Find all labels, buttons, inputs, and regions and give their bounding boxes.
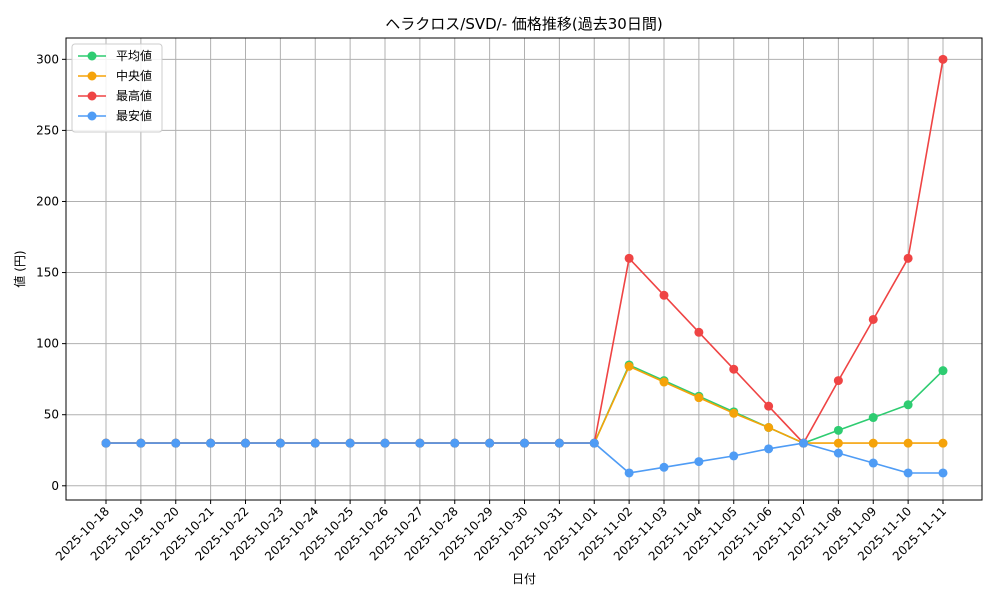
data-point <box>833 438 843 448</box>
data-point <box>241 438 250 448</box>
y-tick-label: 100 <box>36 337 59 351</box>
data-point <box>275 438 285 448</box>
data-point <box>903 468 913 478</box>
data-point <box>938 438 948 448</box>
data-point <box>206 438 216 448</box>
data-point <box>868 413 878 423</box>
chart-title: ヘラクロス/SVD/- 価格推移(過去30日間) <box>385 15 662 33</box>
legend-label: 最安値 <box>116 108 152 123</box>
legend-label: 最高値 <box>116 88 152 103</box>
data-point <box>136 438 146 448</box>
data-point <box>868 314 878 324</box>
y-tick-label: 150 <box>36 266 59 280</box>
legend-box <box>71 43 163 133</box>
data-point <box>764 444 774 454</box>
data-point <box>485 438 495 448</box>
legend-swatch-marker <box>87 111 97 121</box>
data-point <box>833 448 843 458</box>
legend-item: 最高値 <box>78 88 152 103</box>
data-point <box>415 438 425 448</box>
series-group <box>101 54 948 478</box>
y-tick-label: 250 <box>36 123 59 137</box>
series-3 <box>101 438 948 478</box>
legend-item: 最安値 <box>78 108 152 123</box>
data-point <box>624 253 634 263</box>
data-point <box>833 376 843 386</box>
data-point <box>589 438 599 448</box>
legend-swatch-marker <box>87 71 97 81</box>
x-axis-label: 日付 <box>512 572 536 586</box>
data-point <box>729 364 739 374</box>
data-point <box>554 438 564 448</box>
legend-swatch-marker <box>87 51 97 61</box>
y-tick-label: 0 <box>51 479 59 493</box>
data-point <box>903 438 913 448</box>
grid-lines <box>66 38 982 500</box>
data-point <box>345 438 355 448</box>
y-axis-label: 値 (円) <box>12 250 27 287</box>
data-point <box>868 438 878 448</box>
data-point <box>694 393 704 403</box>
legend-item: 中央値 <box>78 68 152 83</box>
data-point <box>903 400 913 410</box>
data-point <box>764 401 774 411</box>
y-tick-label: 50 <box>44 408 59 422</box>
data-point <box>101 438 111 448</box>
data-point <box>938 366 948 376</box>
data-point <box>659 290 669 300</box>
data-point <box>764 423 774 433</box>
legend-swatch-marker <box>87 91 97 101</box>
data-point <box>624 361 634 371</box>
data-point <box>729 408 739 418</box>
legend-item: 平均値 <box>78 48 152 63</box>
legend-label: 中央値 <box>116 68 152 83</box>
data-point <box>659 377 669 387</box>
data-point <box>380 438 390 448</box>
data-point <box>694 457 704 467</box>
data-point <box>868 458 878 468</box>
data-point <box>903 253 913 263</box>
data-point <box>450 438 460 448</box>
data-point <box>938 54 948 64</box>
y-tick-label: 200 <box>36 194 59 208</box>
data-point <box>624 468 634 478</box>
y-axis-ticks: 0 50 100 150 200 250 300 <box>36 52 66 493</box>
legend-label: 平均値 <box>116 48 152 63</box>
data-point <box>729 451 739 461</box>
x-axis-ticks: 2025-10-182025-10-192025-10-202025-10-21… <box>53 500 949 563</box>
data-point <box>171 438 181 448</box>
data-point <box>659 462 669 472</box>
data-point <box>833 425 843 435</box>
data-point <box>694 327 704 337</box>
y-tick-label: 300 <box>36 52 59 66</box>
data-point <box>520 438 529 448</box>
data-point <box>799 438 808 448</box>
data-point <box>310 438 320 448</box>
data-point <box>938 468 948 478</box>
